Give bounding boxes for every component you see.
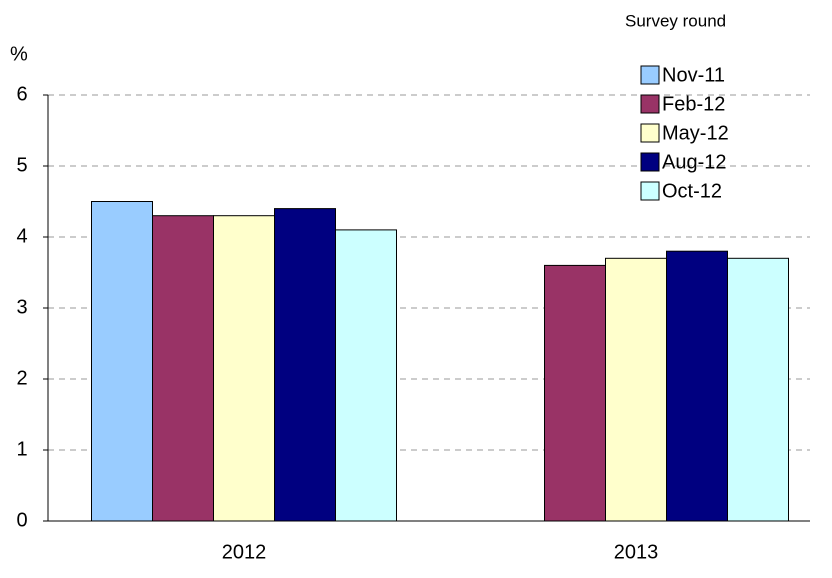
bar xyxy=(152,215,214,522)
bar xyxy=(274,208,336,522)
legend-label: Feb-12 xyxy=(662,93,725,115)
bar xyxy=(91,201,153,522)
y-tick-label: 0 xyxy=(16,509,27,531)
legend-swatch xyxy=(640,181,660,201)
x-tick-label: 2012 xyxy=(222,541,267,563)
bar xyxy=(213,215,275,522)
y-tick-label: 3 xyxy=(16,296,27,318)
legend-swatch xyxy=(640,65,660,85)
y-tick-label: 1 xyxy=(16,438,27,460)
y-tick-label: 4 xyxy=(16,225,27,247)
legend-swatch xyxy=(640,152,660,172)
legend-swatch xyxy=(640,94,660,114)
y-tick-label: 2 xyxy=(16,367,27,389)
legend-label: May-12 xyxy=(662,122,729,144)
legend-label: Nov-11 xyxy=(662,64,725,86)
bar xyxy=(605,257,667,522)
bar xyxy=(544,264,606,522)
y-tick-label: 6 xyxy=(16,83,27,105)
legend-title: Survey round xyxy=(625,11,726,30)
legend-label: Aug-12 xyxy=(662,151,727,173)
bar xyxy=(727,257,789,522)
legend-swatch xyxy=(640,123,660,143)
bar xyxy=(335,229,397,522)
y-axis-label: % xyxy=(10,43,28,65)
bar xyxy=(666,250,728,522)
x-tick-label: 2013 xyxy=(614,541,659,563)
y-tick-label: 5 xyxy=(16,154,27,176)
legend-label: Oct-12 xyxy=(662,180,722,202)
